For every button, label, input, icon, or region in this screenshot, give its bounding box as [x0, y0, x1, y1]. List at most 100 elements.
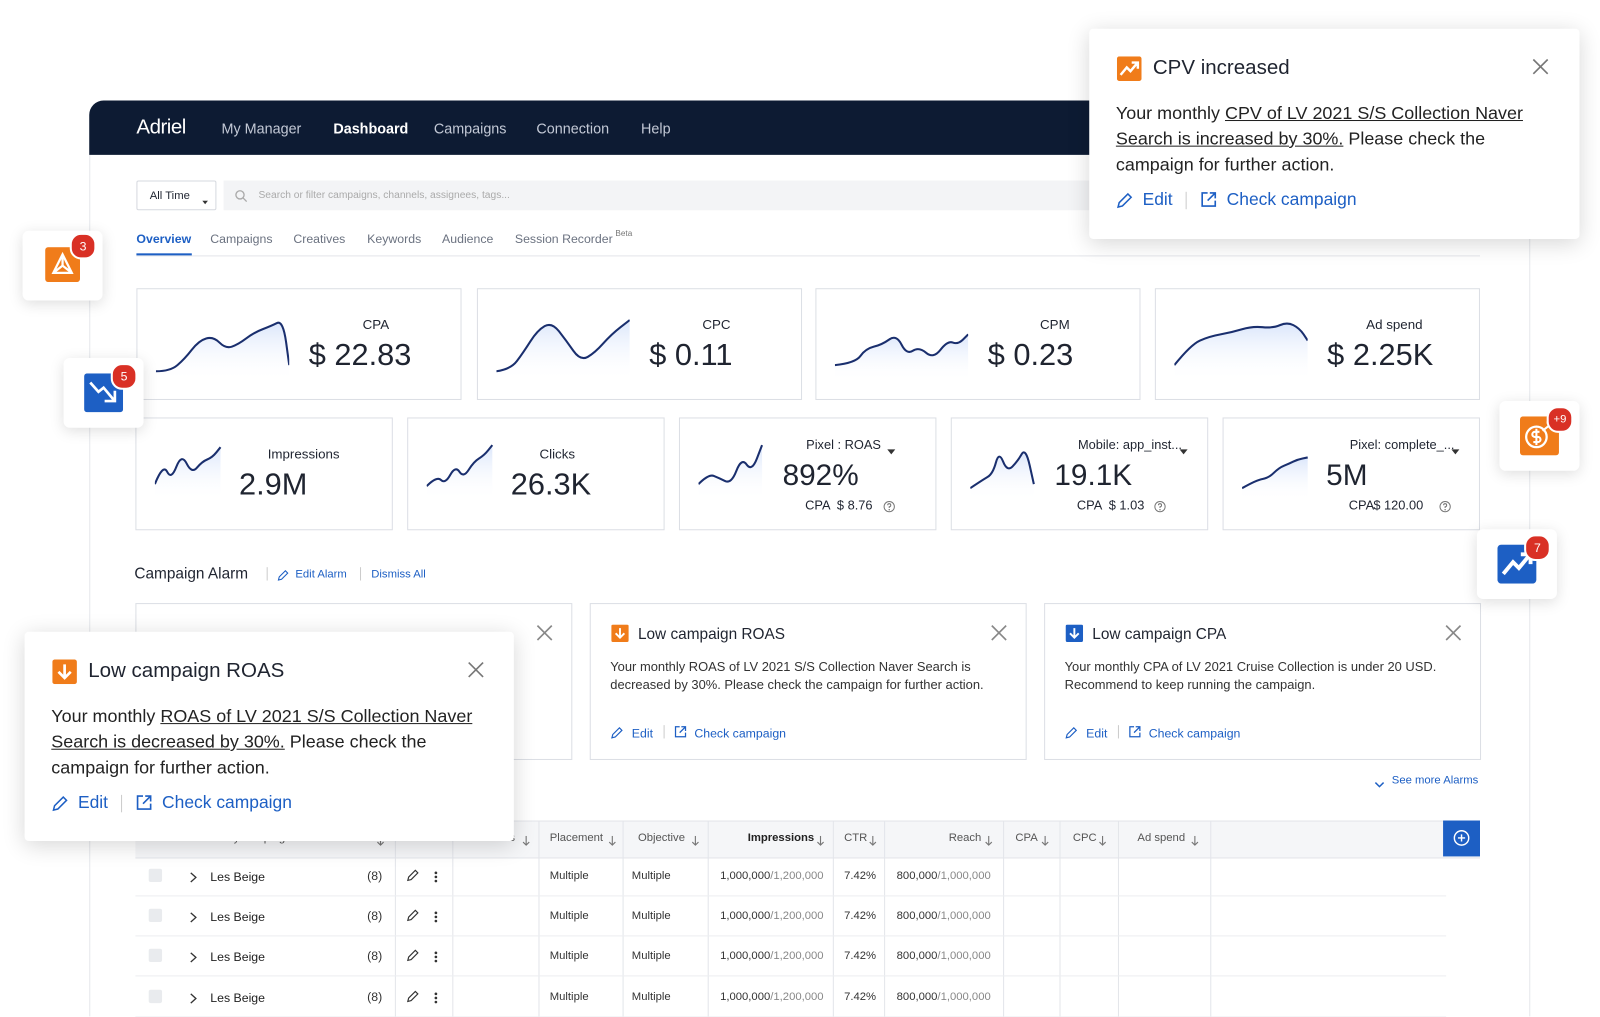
column-header[interactable]: Objective: [637, 831, 685, 845]
alert-tile[interactable]: 7: [1476, 529, 1557, 599]
checkbox[interactable]: [148, 948, 163, 963]
sparkline-svg: [155, 321, 291, 382]
alarm-card-text: Your monthly CPA of LV 2021 Cruise Colle…: [1064, 659, 1437, 693]
alarm-check[interactable]: Check campaign: [694, 726, 787, 741]
reach-total: /1,000,000: [937, 869, 991, 883]
checkbox[interactable]: [148, 868, 163, 883]
edit-row-svg: [407, 949, 419, 962]
close-svg: [1532, 58, 1549, 75]
placement: Multiple: [549, 990, 589, 1004]
expand: [190, 910, 197, 928]
alert-icon-svg: [45, 247, 80, 283]
sort-icon-svg: [1191, 835, 1199, 846]
tab-underline: [136, 253, 192, 256]
popup-edit[interactable]: Edit: [77, 792, 108, 813]
pencil-svg: [1117, 192, 1133, 209]
column-header[interactable]: Placement: [549, 831, 604, 845]
external-link: [674, 725, 687, 743]
chevron: [1374, 776, 1385, 794]
campaign-count: (8): [367, 868, 383, 884]
range-select[interactable]: All Time: [136, 180, 217, 211]
column-header[interactable]: Reach: [948, 831, 982, 845]
popup: Low campaign ROAS Your monthly ROAS of LV…: [24, 631, 514, 842]
popup-text: Your monthly CPV of LV 2021 S/S Collecti…: [1116, 101, 1547, 178]
metric-card: Pixel: complete_... 5M CPA $ 120.00: [1222, 417, 1480, 531]
nav-item[interactable]: Help: [641, 119, 671, 137]
alarm-edit[interactable]: Edit: [631, 726, 654, 741]
column-header[interactable]: CTR: [844, 831, 868, 845]
popup-title: Low campaign ROAS: [88, 659, 285, 683]
see-more[interactable]: See more Alarms: [1391, 774, 1479, 787]
sort-icon-svg: [522, 835, 530, 846]
impressions-total: /1,200,000: [770, 869, 824, 883]
tab[interactable]: Campaigns: [210, 231, 273, 247]
checkbox[interactable]: [148, 908, 163, 923]
nav-item[interactable]: Campaigns: [433, 119, 507, 137]
popup-link[interactable]: ROAS of LV 2021 S/S Collection Naver Sea…: [51, 705, 473, 752]
metric-value: 26.3K: [510, 467, 592, 502]
popup-check[interactable]: Check campaign: [162, 792, 292, 813]
search-box[interactable]: Search or filter campaigns, channels, as…: [223, 180, 1098, 211]
checkbox[interactable]: [148, 989, 163, 1004]
column-header[interactable]: CPC: [1072, 831, 1097, 845]
tab[interactable]: Audience: [442, 231, 494, 247]
edit-alarm[interactable]: Edit Alarm: [295, 568, 347, 581]
sort-icon-svg: [817, 835, 824, 846]
nav-item[interactable]: My Manager: [221, 119, 302, 137]
close-svg: [991, 625, 1007, 641]
alert-tile[interactable]: 3: [22, 230, 103, 301]
alert-badge: 5: [110, 363, 138, 390]
close-svg: [468, 661, 484, 678]
sparkline-svg: [425, 444, 494, 501]
tab[interactable]: Overview: [136, 231, 192, 247]
add-column[interactable]: [1443, 820, 1480, 857]
popup-edit[interactable]: Edit: [1142, 189, 1173, 210]
popup-check[interactable]: Check campaign: [1226, 189, 1357, 210]
help-icon: [883, 499, 895, 517]
column-header[interactable]: CPA: [1015, 831, 1038, 845]
metric-sub-label: CPA: [805, 498, 831, 513]
tab[interactable]: Creatives: [293, 231, 346, 247]
sort-icon: [1041, 833, 1049, 851]
reach-value: 800,000: [896, 990, 938, 1004]
column-header[interactable]: Impressions: [747, 831, 815, 845]
external-link-svg: [1129, 726, 1141, 738]
sparkline-svg: [969, 451, 1035, 501]
sort-icon: [985, 833, 993, 851]
alert-tile[interactable]: 5: [63, 357, 144, 428]
impressions-total: /1,200,000: [770, 949, 824, 963]
pencil: [51, 795, 68, 818]
pencil-svg: [52, 795, 68, 812]
dismiss-all[interactable]: Dismiss All: [371, 568, 426, 581]
objective: Multiple: [631, 909, 671, 923]
sort-icon-svg: [608, 835, 616, 846]
popup-link[interactable]: CPV of LV 2021 S/S Collection Naver Sear…: [1115, 102, 1523, 149]
nav-item[interactable]: Connection: [536, 119, 610, 137]
pencil-svg: [277, 570, 289, 581]
divider: [1185, 191, 1187, 210]
impressions-value: 1,000,000: [720, 909, 771, 923]
sparkline: [496, 318, 631, 387]
column-line: [1117, 820, 1119, 1017]
sparkline: [153, 443, 223, 506]
edit-row: [406, 949, 419, 967]
alarm-check[interactable]: Check campaign: [1148, 726, 1241, 741]
tab[interactable]: Keywords: [367, 231, 422, 247]
alarm-edit[interactable]: Edit: [1086, 726, 1108, 741]
nav-item[interactable]: Dashboard: [333, 119, 409, 137]
alarm-icon: [1065, 624, 1084, 648]
reach-total: /1,000,000: [937, 909, 991, 923]
metric-sub-label: CPA: [1348, 498, 1375, 513]
range-label: All Time: [149, 189, 190, 203]
column-header[interactable]: Ad spend: [1137, 831, 1186, 845]
caret-svg: [202, 200, 208, 205]
popup-icon-svg: [1116, 56, 1142, 82]
campaign-name: Les Beige: [210, 869, 265, 885]
close: [1445, 625, 1462, 647]
alert-tile[interactable]: +9: [1499, 401, 1580, 471]
tab[interactable]: Session Recorder: [514, 231, 613, 247]
close-svg: [1445, 625, 1462, 641]
alarm-card-title: Low campaign ROAS: [637, 625, 786, 644]
dropdown-caret-svg: [1179, 449, 1188, 455]
search-icon-svg: [235, 190, 248, 203]
